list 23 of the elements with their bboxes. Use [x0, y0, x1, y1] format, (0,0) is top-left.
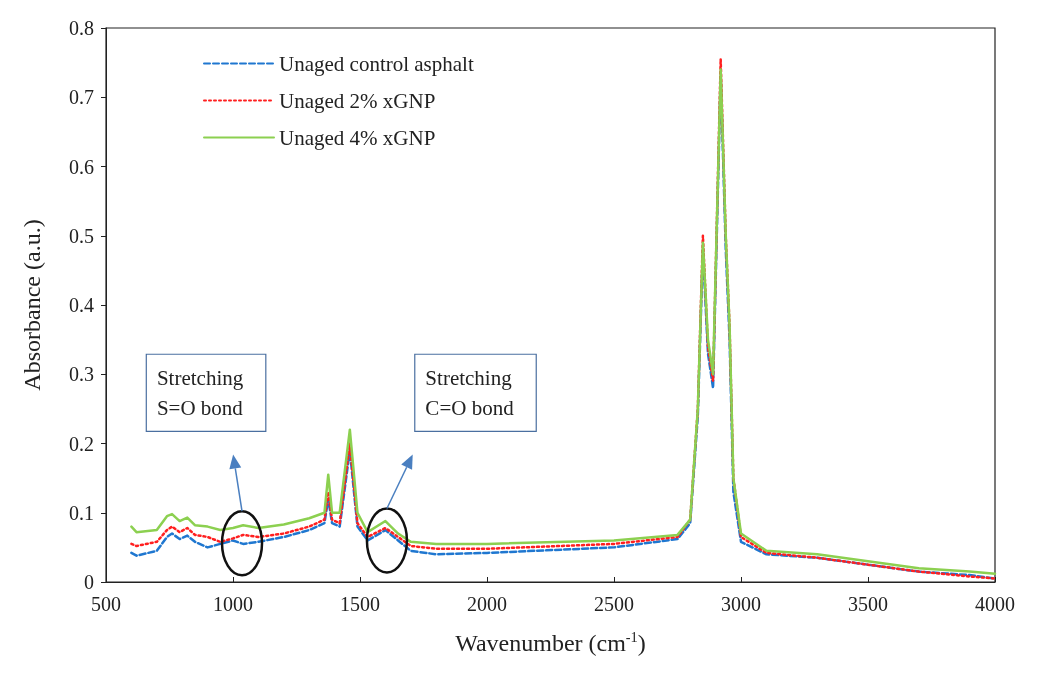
x-tick-label: 3500 — [848, 593, 888, 615]
x-tick-label: 3000 — [721, 593, 761, 615]
x-tick-label: 2000 — [467, 593, 507, 615]
y-tick-label: 0.6 — [69, 155, 94, 178]
x-tick-label: 2500 — [594, 593, 634, 615]
y-tick-label: 0.4 — [69, 294, 94, 316]
x-tick-label: 1000 — [213, 593, 253, 615]
y-tick-label: 0.5 — [69, 224, 94, 247]
y-tick-label: 0 — [84, 571, 94, 593]
legend-label: Unaged 4% xGNP — [279, 125, 436, 150]
y-tick-label: 0.2 — [69, 432, 94, 455]
x-tick-label: 1500 — [340, 593, 380, 615]
y-tick-label: 0.7 — [69, 86, 94, 109]
y-tick-label: 0.3 — [69, 363, 94, 386]
legend-label: Unaged 2% xGNP — [279, 88, 436, 113]
annotation: Stretching S=O bond — [156, 365, 244, 420]
y-axis-title: Absorbance (a.u.) — [19, 219, 45, 391]
y-tick-label: 0.8 — [69, 17, 94, 39]
y-tick-label: 0.1 — [69, 501, 94, 524]
legend-label: Unaged control asphalt — [279, 51, 474, 76]
annotation: Stretching C=O bond — [425, 365, 515, 420]
x-tick-label: 500 — [91, 593, 121, 615]
x-tick-label: 4000 — [975, 593, 1015, 615]
